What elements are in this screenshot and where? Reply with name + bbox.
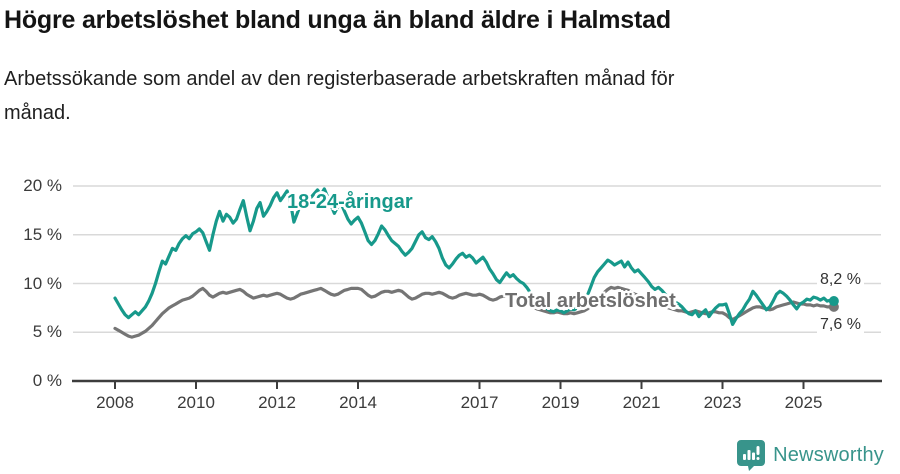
x-axis-label: 2008 (96, 393, 134, 412)
y-axis-label: 20 % (23, 176, 62, 195)
y-axis-label: 5 % (32, 322, 62, 342)
x-axis-label: 2019 (541, 393, 580, 412)
newsworthy-icon (737, 440, 766, 471)
y-axis-label: 10 % (23, 273, 62, 293)
series-line (113, 285, 836, 339)
x-axis-label: 2010 (177, 393, 215, 412)
x-axis-label: 2025 (784, 393, 823, 412)
newsworthy-logo[interactable]: Newsworthy (737, 440, 884, 471)
x-axis-label: 2014 (339, 393, 377, 412)
chart-title: Högre arbetslöshet bland unga än bland ä… (4, 6, 671, 34)
y-axis-label: 15 % (23, 224, 62, 244)
newsworthy-wordmark: Newsworthy (773, 444, 884, 466)
series-label-youth: 18-24-åringar (287, 191, 413, 213)
x-axis-label: 2017 (460, 393, 499, 412)
end-value-label-total: 7,6 % (817, 316, 864, 333)
y-axis-label: 0 % (32, 371, 62, 390)
end-value-label-youth: 8,2 % (817, 271, 864, 288)
x-axis-label: 2012 (258, 393, 296, 412)
series-end-dot (828, 296, 839, 307)
series-line (113, 187, 836, 326)
chart-subtitle: Arbetssökande som andel av den registerb… (4, 68, 675, 124)
x-axis-label: 2021 (622, 393, 661, 412)
series-label-total: Total arbetslöshet (505, 290, 676, 312)
x-axis-label: 2023 (703, 393, 742, 412)
